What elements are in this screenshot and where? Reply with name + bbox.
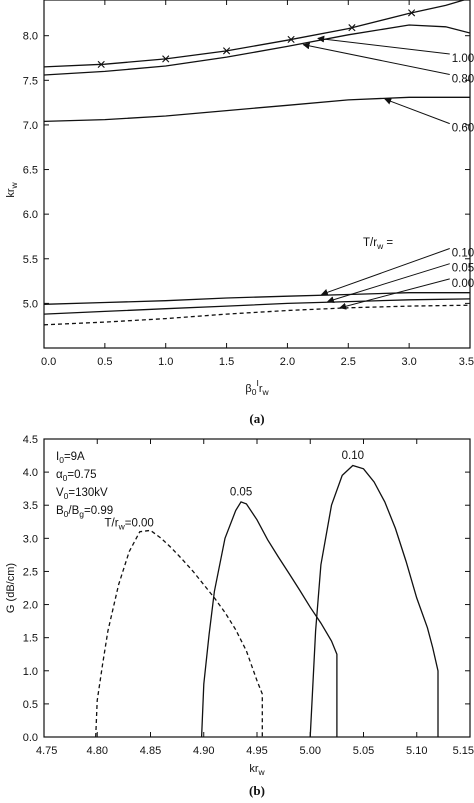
panel-b-y-tick-label: 4.5 — [23, 434, 38, 446]
panel-b-x-tick-label: 4.90 — [193, 745, 214, 757]
panel-a-annotation-arrow — [326, 263, 450, 304]
panel-b-y-tick-label: 4.0 — [23, 467, 38, 479]
panel-b-parameters: I0=9A α0=0.75 V0=130kV B0/Bg=0.99 — [56, 451, 113, 519]
panel-b-chart: 4.75 4.80 4.85 4.90 4.95 5.00 5.05 5.10 5.15 0.0 0… — [5, 434, 474, 798]
panel-b-y-tick-label: 0.5 — [23, 699, 38, 711]
panel-a-series-line-0.00 — [44, 304, 470, 326]
panel-a-y-axis-label: krw — [5, 181, 19, 197]
panel-a-series-line-1.00 — [44, 0, 467, 68]
panel-a-data-marker — [97, 60, 105, 68]
panel-a-annotation-arrow — [320, 248, 450, 296]
panel-a-x-tick-label: 0.5 — [97, 356, 112, 368]
panel-a-annotation-label: 0.10 — [452, 248, 474, 260]
panel-a-x-tick-label: 0.0 — [41, 356, 56, 368]
panel-b-y-tick-label: 2.5 — [23, 566, 38, 578]
panel-b-x-tick-label: 5.10 — [406, 745, 427, 757]
panel-a-x-axis-label: β0Irw — [245, 378, 269, 397]
panel-a-plot-frame — [43, 0, 471, 349]
panel-b-plot-frame — [43, 438, 471, 738]
panel-b-series-line-0.10 — [309, 464, 439, 738]
panel-b-series — [95, 464, 439, 738]
panel-b-parameter: B0/Bg=0.99 — [56, 505, 113, 519]
panel-b-label: (b) — [249, 783, 265, 798]
panel-a-y-tick-label: 7.0 — [23, 120, 38, 132]
panel-a-data-marker — [162, 55, 170, 63]
panel-a-annotations: 1.00 0.80 0.60 0.10 0.05 0.00 — [302, 35, 474, 310]
panel-a-data-marker — [348, 24, 356, 32]
panel-a-series — [44, 0, 470, 326]
panel-a-series-line-0.60 — [44, 96, 470, 123]
panel-a-x-tick-label: 2.0 — [280, 356, 295, 368]
panel-b-y-tick-label: 2.0 — [23, 600, 38, 612]
panel-b-y-tick-label: 1.0 — [23, 666, 38, 678]
panel-a-y-tick-label: 5.5 — [23, 254, 38, 266]
panel-b-x-tick-label: 5.00 — [300, 745, 321, 757]
panel-a-annotation-label: 0.00 — [452, 278, 474, 290]
panel-b-y-tick-label: 1.5 — [23, 633, 38, 645]
panel-a-data-marker — [287, 35, 295, 44]
panel-b-x-tick-label: 4.80 — [87, 745, 108, 757]
panel-b-y-axis-label: G (dB/cm) — [5, 563, 17, 613]
panel-a-annotation-label: 1.00 — [452, 53, 474, 65]
panel-a-label: (a) — [249, 411, 264, 426]
panel-a-chart: 0.0 0.5 1.0 1.5 2.0 2.5 3.0 3.5 5.0 5.5 6.0 6.5 7.0 7… — [5, 0, 474, 426]
panel-a-y-tick-label: 5.0 — [23, 298, 38, 310]
panel-a-series-line-0.05 — [44, 298, 470, 315]
panel-a-series-line-0.10 — [44, 292, 470, 305]
panel-a-ticks: 0.0 0.5 1.0 1.5 2.0 2.5 3.0 3.5 5.0 5.5 6.0 6.5 7.0 7… — [23, 0, 474, 368]
panel-b-series-line-0.00 — [95, 529, 263, 738]
panel-a-annotation-arrow — [339, 278, 450, 310]
panel-b-series-label-0.00: T/rw=0.00 — [105, 517, 154, 531]
panel-a-y-tick-label: 6.5 — [23, 165, 38, 177]
panel-a-data-marker — [407, 9, 416, 17]
panel-a-annotation-label: 0.80 — [452, 74, 474, 86]
panel-a-x-tick-label: 3.5 — [459, 356, 474, 368]
panel-b-y-tick-label: 3.0 — [23, 533, 38, 545]
panel-b-x-tick-label: 5.15 — [453, 745, 474, 757]
panel-a-annotation-arrow — [302, 42, 450, 76]
panel-a-x-tick-label: 1.5 — [219, 356, 234, 368]
panel-a-series-line-0.80 — [44, 24, 470, 76]
panel-a-x-tick-label: 1.0 — [158, 356, 173, 368]
panel-a-data-marker — [222, 47, 231, 55]
panel-b-series-labels: T/rw=0.00 0.05 0.10 — [105, 450, 365, 532]
panel-a-y-tick-label: 6.0 — [23, 209, 38, 221]
panel-a-annotation-arrow — [317, 35, 450, 55]
panel-a-annotation-arrow — [384, 98, 450, 125]
panel-b-parameter: V0=130kV — [56, 487, 108, 501]
panel-a-y-tick-label: 8.0 — [23, 31, 38, 43]
panel-b-x-tick-label: 4.85 — [140, 745, 161, 757]
panel-a-annotation-label: 0.05 — [452, 263, 474, 275]
panel-a-y-tick-label: 7.5 — [23, 75, 38, 87]
panel-b-y-tick-label: 0.0 — [23, 732, 38, 744]
panel-b-ticks: 4.75 4.80 4.85 4.90 4.95 5.00 5.05 5.10 5.15 0.0 0… — [23, 434, 474, 757]
panel-b-x-tick-label: 4.75 — [36, 745, 57, 757]
panel-b-parameter: I0=9A — [56, 451, 85, 465]
panel-a-x-tick-label: 2.5 — [341, 356, 356, 368]
panel-b-series-label-0.05: 0.05 — [230, 486, 252, 498]
panel-a-x-tick-label: 3.0 — [401, 356, 416, 368]
panel-b-y-tick-label: 3.5 — [23, 500, 38, 512]
panel-b-parameter: α0=0.75 — [56, 469, 97, 483]
panel-b-series-line-0.05 — [200, 501, 338, 738]
panel-b-x-tick-label: 5.05 — [353, 745, 374, 757]
panel-b-x-tick-label: 4.95 — [246, 745, 267, 757]
panel-a-legend-title: T/rw = — [363, 237, 393, 251]
panel-b-x-axis-label: krw — [249, 763, 265, 777]
panel-b-series-label-0.10: 0.10 — [342, 450, 364, 462]
panel-a-annotation-label: 0.60 — [452, 123, 474, 135]
